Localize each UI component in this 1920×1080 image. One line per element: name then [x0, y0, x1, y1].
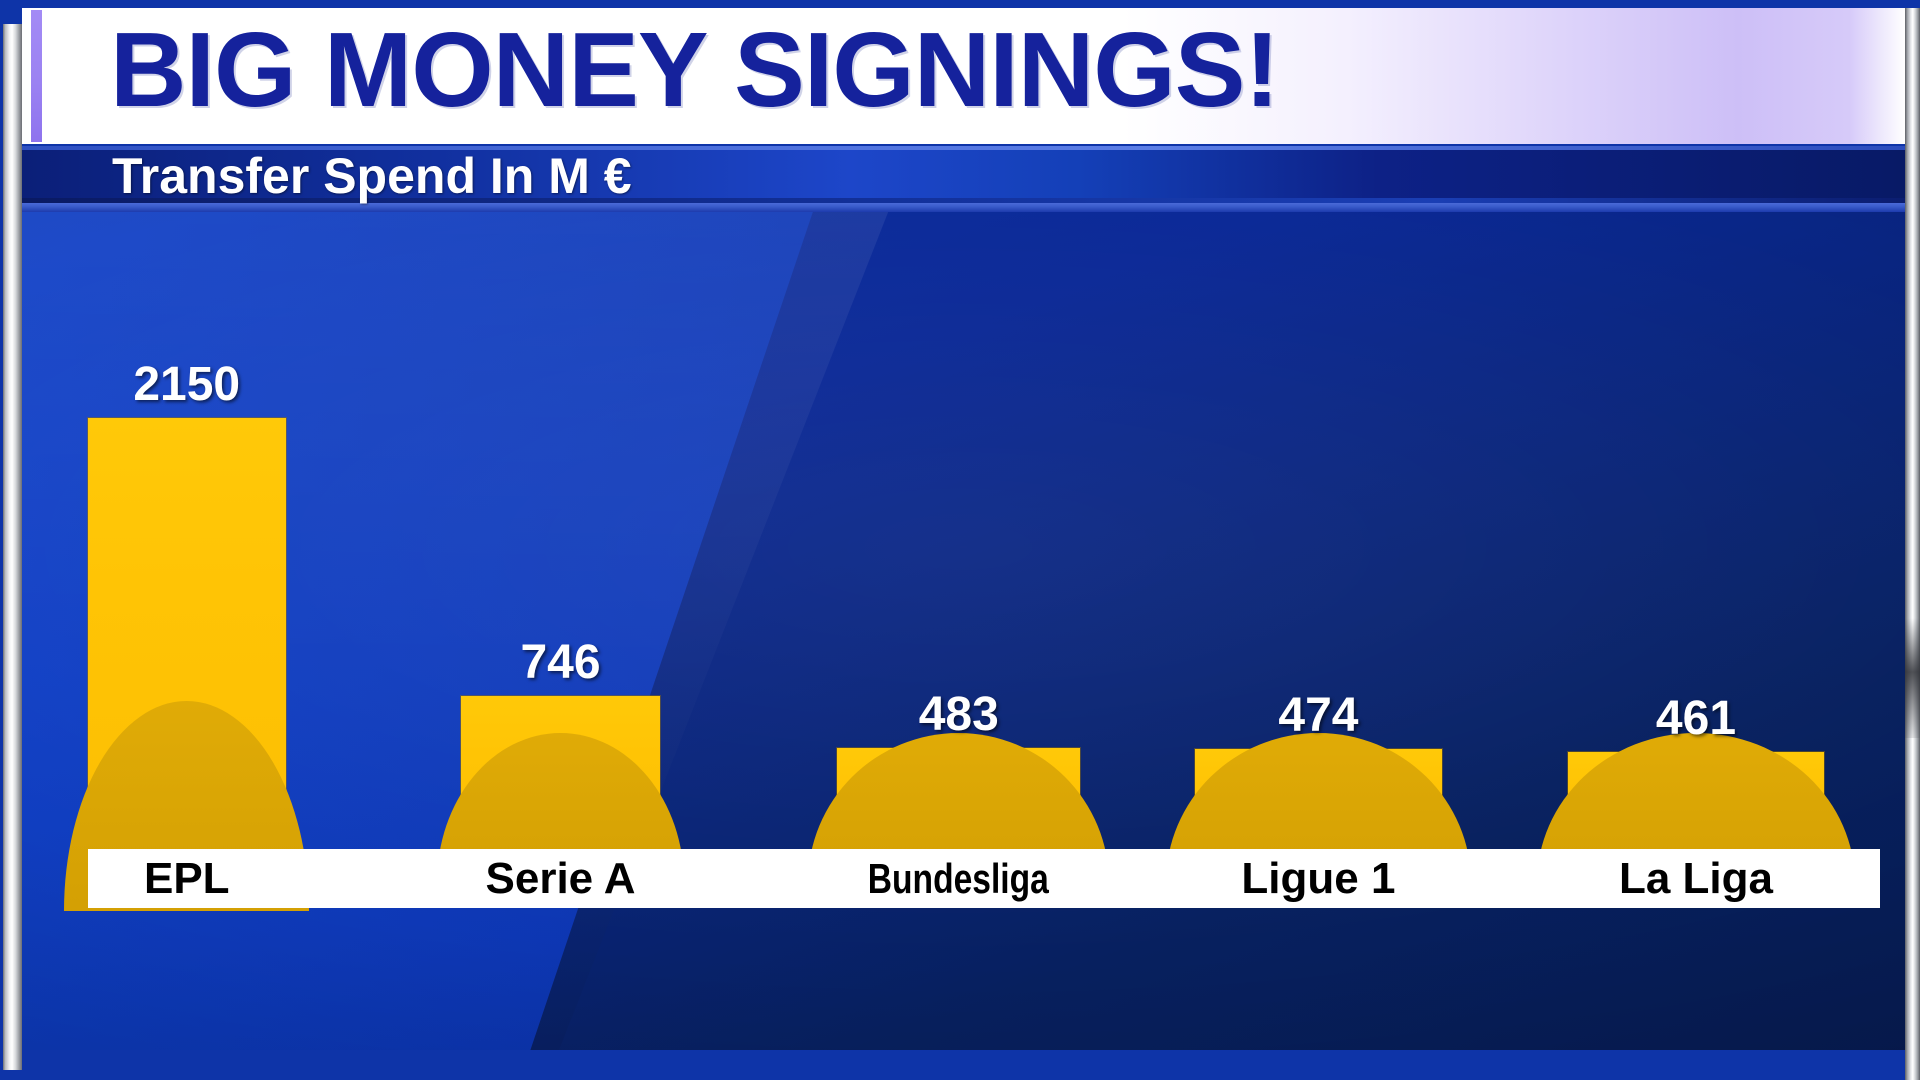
axis-label-la-liga: La Liga [1618, 854, 1773, 903]
axis-label-bundesliga: Bundesliga [868, 855, 1050, 902]
bar-epl[interactable] [64, 418, 310, 911]
category-axis-strip: EPL Serie A Bundesliga Ligue 1 La Liga [88, 849, 1880, 908]
subtitle-bevel-bottom [22, 198, 1905, 203]
bar-value-label: 746 [520, 635, 601, 689]
plot-background-vignette [22, 212, 1905, 1050]
bar-value-label: 2150 [133, 358, 241, 411]
axis-label-serie-a: Serie A [485, 854, 636, 903]
bar-bundesliga[interactable] [808, 733, 1110, 883]
bar-slot: 2150 [64, 358, 310, 911]
axis-label-epl: EPL [143, 854, 230, 903]
bar-slot: 461 [1537, 692, 1855, 883]
bar-value-label: 461 [1655, 691, 1737, 745]
bar-value-label: 474 [1278, 689, 1359, 743]
subtitle-drop-shadow [22, 203, 1905, 212]
bar-serie-a[interactable] [436, 695, 685, 883]
bar-ligue-1[interactable] [1165, 733, 1472, 883]
subtitle-bevel-top [22, 146, 1905, 150]
subtitle-band [22, 146, 1905, 202]
bar-slot: 483 [808, 688, 1110, 883]
page-title: BIG MONEY SIGNINGS! [110, 11, 1280, 129]
bar-series: 2150 746 483 474 461 [22, 212, 1905, 1050]
right-metallic-edge [1905, 8, 1920, 1080]
subtitle-text: Transfer Spend In M € [112, 148, 632, 204]
purple-accent-bar [31, 10, 42, 142]
bar-value-label: 483 [918, 687, 999, 741]
bar-slot: 746 [436, 636, 685, 883]
title-band [42, 8, 1905, 144]
axis-label-ligue-1: Ligue 1 [1241, 854, 1396, 903]
bar-la-liga[interactable] [1537, 733, 1855, 883]
chart-plot-area: 2150 746 483 474 461 EPL Serie A Bundesliga Lig… [22, 212, 1905, 1050]
bar-slot: 474 [1165, 689, 1472, 883]
left-metallic-edge [3, 24, 22, 1070]
